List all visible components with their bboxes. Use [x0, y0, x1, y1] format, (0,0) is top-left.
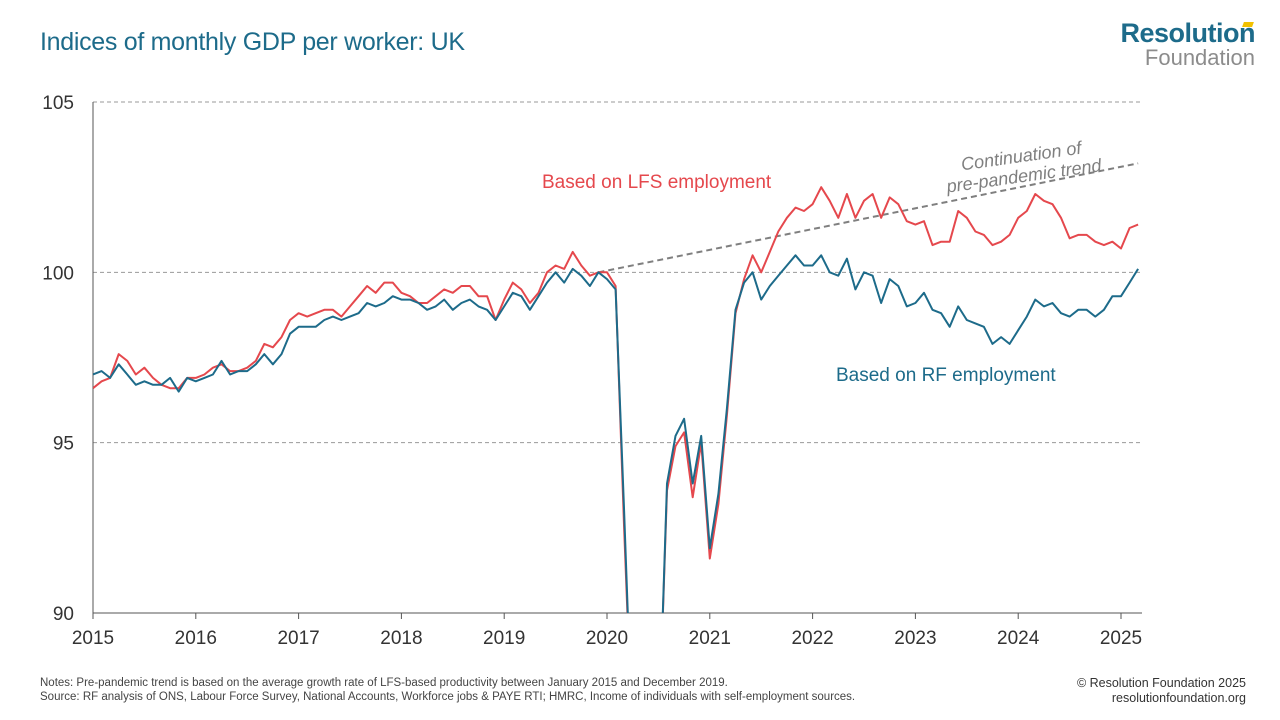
chart-title: Indices of monthly GDP per worker: UK	[40, 28, 465, 56]
y-tick-label-90: 90	[53, 604, 74, 625]
x-tick-label-2023: 2023	[894, 628, 936, 649]
resolution-foundation-logo: Resolution Foundation	[1121, 20, 1256, 69]
copyright-text: © Resolution Foundation 2025	[1076, 676, 1246, 690]
x-tick-label-2021: 2021	[689, 628, 731, 649]
y-axis-tick-labels: 90 95 100 105	[42, 93, 74, 625]
logo-line-2: Foundation	[1144, 45, 1255, 70]
source-line: Source: RF analysis of ONS, Labour Force…	[40, 691, 856, 703]
series-line-rf	[93, 254, 1139, 613]
x-tick-label-2024: 2024	[997, 628, 1040, 649]
x-axis-tick-labels: 2015 2016 2017 2018 2019 2020 2021 2022 2023 2024…	[72, 628, 1142, 649]
x-tick-label-2025: 2025	[1100, 628, 1142, 649]
x-tick-label-2018: 2018	[380, 628, 422, 649]
chart-notes: Notes: Pre-pandemic trend is based on th…	[40, 676, 855, 704]
axes	[92, 102, 1142, 619]
x-tick-label-2022: 2022	[791, 628, 833, 649]
x-tick-label-2016: 2016	[175, 628, 217, 649]
y-tick-label-100: 100	[42, 263, 74, 284]
x-tick-label-2019: 2019	[483, 628, 525, 649]
series-line-lfs	[93, 186, 1139, 613]
x-tick-label-2017: 2017	[277, 628, 319, 649]
y-tick-label-95: 95	[53, 434, 74, 455]
annotation-lfs: Based on LFS employment	[542, 172, 772, 193]
series-lines	[93, 162, 1139, 613]
credit: © Resolution Foundation 2025 resolutionf…	[1077, 676, 1246, 706]
y-tick-label-105: 105	[42, 93, 74, 114]
website-text: resolutionfoundation.org	[1111, 691, 1246, 705]
x-tick-label-2020: 2020	[586, 628, 628, 649]
x-tick-label-2015: 2015	[72, 628, 114, 649]
notes-line: Notes: Pre-pandemic trend is based on th…	[40, 677, 728, 689]
annotation-rf: Based on RF employment	[836, 365, 1056, 386]
trend-line	[598, 162, 1139, 274]
logo-line-1: Resolution	[1120, 18, 1256, 48]
